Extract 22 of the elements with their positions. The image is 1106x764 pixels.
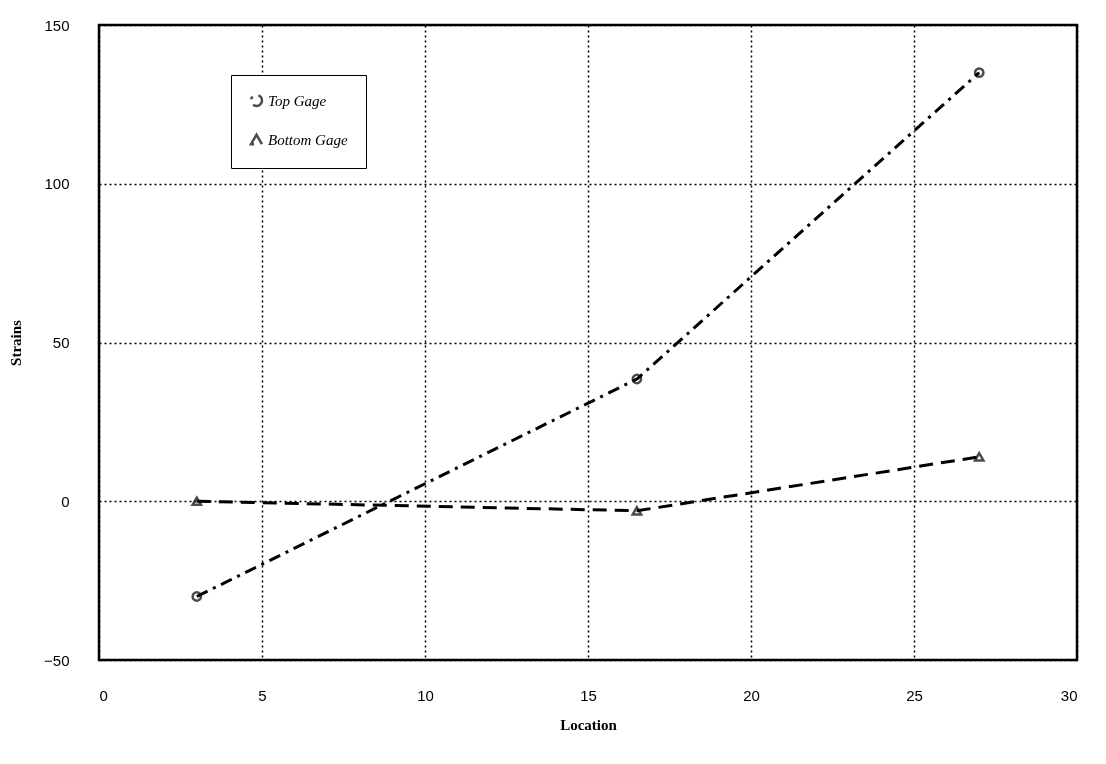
legend-label: Bottom Gage — [268, 131, 348, 148]
x-axis-title: Location — [560, 716, 618, 733]
x-tick-label: 15 — [580, 686, 597, 704]
point — [973, 67, 985, 79]
point — [191, 591, 203, 602]
x-tick-label: 30 — [1060, 686, 1078, 704]
y-tick-label: 0 — [61, 492, 70, 510]
x-tick-label: 10 — [417, 686, 434, 704]
x-tick-label: 5 — [258, 686, 267, 704]
point — [631, 505, 643, 516]
point — [631, 373, 643, 385]
y-axis-title: Strains — [8, 319, 25, 366]
point — [191, 496, 203, 507]
y-tick-label: 50 — [52, 334, 70, 351]
y-tick-label: −50 — [44, 651, 70, 669]
y-tick-label: 100 — [44, 175, 70, 193]
point — [973, 451, 985, 462]
x-tick-label: 0 — [99, 686, 108, 704]
y-tick-label: 150 — [44, 16, 70, 34]
legend-label: Top Gage — [268, 92, 327, 109]
x-tick-label: 20 — [743, 686, 760, 704]
x-tick-label: 25 — [906, 686, 923, 704]
